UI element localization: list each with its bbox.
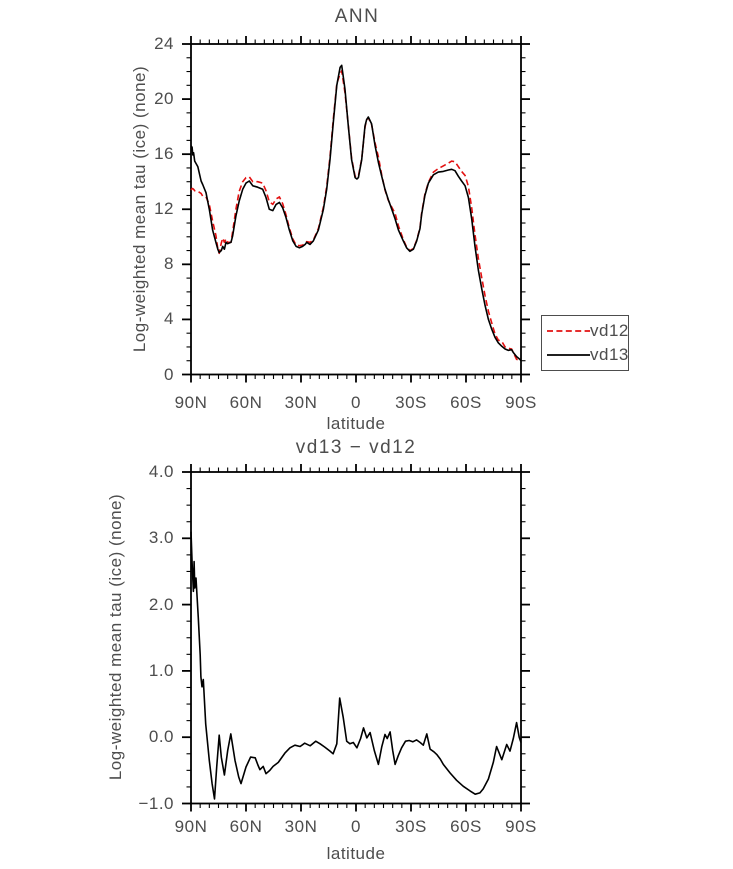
series-line-vd13: [190, 64, 522, 362]
x-tick-label-30S: 30S: [395, 817, 427, 836]
y-tick-label-4.0: 4.0: [148, 462, 174, 481]
bottom-panel-axes: [182, 464, 530, 812]
bottom-panel-x-axis-label: latitude: [326, 844, 386, 863]
y-tick-label-12: 12: [154, 199, 174, 219]
y-tick-label-0: 0: [164, 364, 174, 384]
legend-label-vd13: vd13: [590, 345, 629, 364]
y-tick-label-4: 4: [164, 309, 174, 329]
legend-entry-vd12: vd12: [546, 320, 629, 342]
legend-label-vd12: vd12: [590, 321, 629, 340]
x-tick-label-60N: 60N: [229, 817, 263, 836]
y-tick-label-3.0: 3.0: [148, 528, 174, 548]
legend-line-dashed-red: [547, 330, 590, 332]
y-tick-label-−1.0: −1.0: [138, 793, 174, 813]
y-tick-label-8: 8: [164, 254, 174, 274]
legend-line-solid-black: [547, 354, 590, 356]
y-tick-label-24: 24: [154, 34, 174, 53]
legend-box: vd12 vd13: [541, 315, 629, 371]
legend-entry-vd13: vd13: [546, 344, 629, 366]
x-tick-label-0: 0: [351, 817, 361, 836]
x-tick-label-0: 0: [351, 393, 361, 412]
x-tick-label-60S: 60S: [450, 817, 482, 836]
x-tick-label-30N: 30N: [284, 393, 318, 412]
bottom-panel-frame: [190, 471, 522, 805]
x-tick-label-60N: 60N: [229, 393, 263, 412]
y-tick-label-2.0: 2.0: [148, 594, 174, 614]
y-tick-label-1.0: 1.0: [148, 660, 174, 680]
y-tick-label-16: 16: [154, 144, 174, 164]
top-panel-frame: [190, 43, 522, 376]
series-line-vd13-vd12: [190, 531, 522, 800]
x-tick-label-30S: 30S: [395, 393, 427, 412]
x-tick-label-60S: 60S: [450, 393, 482, 412]
x-tick-label-30N: 30N: [284, 817, 318, 836]
x-tick-label-90S: 90S: [505, 817, 537, 836]
x-tick-label-90S: 90S: [505, 393, 537, 412]
x-tick-label-90N: 90N: [174, 393, 208, 412]
y-tick-label-0.0: 0.0: [148, 727, 174, 747]
x-tick-label-90N: 90N: [174, 817, 208, 836]
top-panel-title: ANN: [334, 6, 380, 27]
bottom-panel-title: vd13 − vd12: [295, 437, 417, 458]
top-panel-axes: [182, 36, 530, 383]
top-panel-x-axis-label: latitude: [326, 414, 386, 433]
y-tick-label-20: 20: [154, 89, 174, 109]
